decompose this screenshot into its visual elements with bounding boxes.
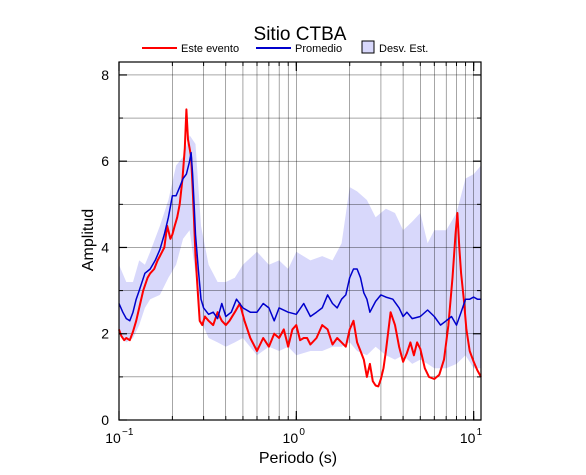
legend-label-promedio: Promedio	[295, 43, 342, 55]
x-tick-label: 10	[460, 430, 476, 446]
axis-ticks	[118, 62, 481, 421]
y-tick-label: 6	[101, 153, 109, 169]
legend-swatch-desv-est	[361, 40, 375, 54]
std-dev-band	[119, 135, 481, 369]
series-line-este-evento	[118, 108, 482, 388]
x-tick-label: 10	[105, 430, 121, 446]
plot-area	[118, 61, 482, 421]
x-tick-label-exponent: 1	[477, 427, 483, 438]
legend: Este evento Promedio Desv. Est.	[142, 40, 428, 55]
legend-label-desv-est: Desv. Est.	[379, 43, 428, 55]
plot-frame	[118, 61, 482, 421]
y-tick-label: 2	[101, 326, 109, 342]
y-tick-label: 8	[101, 67, 109, 83]
x-axis-title: Periodo (s)	[259, 450, 337, 467]
series-line-promedio	[118, 151, 481, 326]
grid	[119, 62, 481, 420]
x-tick-labels: 10 −1 10 0 10 1	[105, 427, 482, 446]
x-tick-label-exponent: −1	[122, 427, 134, 438]
x-tick-label: 10	[283, 430, 299, 446]
y-axis-title: Amplitud	[80, 209, 97, 271]
legend-label-este-evento: Este evento	[181, 43, 239, 55]
y-tick-label: 0	[101, 412, 109, 428]
y-tick-labels: 0 2 4 6 8	[101, 67, 109, 428]
y-tick-label: 4	[101, 239, 109, 255]
chart-title: Sitio CTBA	[254, 24, 347, 45]
x-tick-label-exponent: 0	[299, 427, 305, 438]
